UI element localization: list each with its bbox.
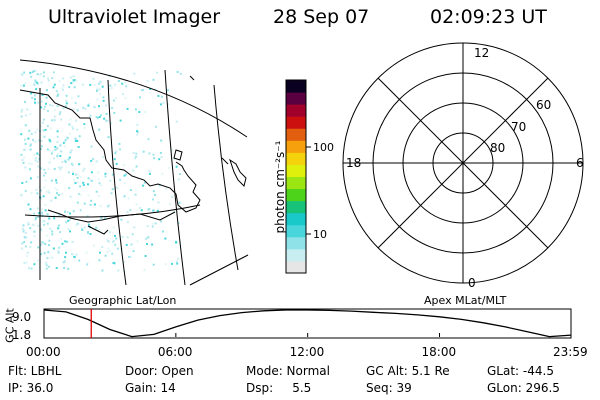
status-gain: Gain: 14 bbox=[125, 381, 176, 395]
colorbar-segment bbox=[286, 260, 306, 274]
polar-ring-50 bbox=[342, 42, 584, 284]
coastline bbox=[221, 157, 229, 165]
x-tick-label: 23:59 bbox=[553, 345, 588, 359]
time-label: 02:09:23 UT bbox=[430, 6, 547, 28]
y-tick-max: 9.0 bbox=[12, 310, 32, 324]
mlat-label-60: 60 bbox=[536, 98, 552, 112]
colorbar-segment bbox=[286, 164, 306, 177]
status-door: Door: Open bbox=[125, 364, 194, 378]
colorbar-segment bbox=[286, 248, 306, 262]
y-tick-min: 1.8 bbox=[12, 328, 32, 342]
longitude-line bbox=[107, 79, 127, 286]
uv-emission-speckles bbox=[20, 70, 182, 272]
coastline bbox=[173, 149, 183, 161]
instrument-title: Ultraviolet Imager bbox=[48, 6, 221, 28]
longitude-line bbox=[213, 84, 239, 271]
mlt-label-6: 6 bbox=[576, 156, 584, 170]
x-tick-label: 06:00 bbox=[157, 345, 193, 359]
colorbar-segment bbox=[286, 212, 306, 226]
polar-ring-70 bbox=[402, 102, 524, 224]
geographic-panel-label: Geographic Lat/Lon bbox=[69, 294, 177, 307]
coastline bbox=[19, 89, 201, 213]
coastline bbox=[47, 209, 176, 223]
x-tick-label: 12:00 bbox=[289, 345, 325, 359]
polar-ring-80 bbox=[432, 132, 494, 194]
status-seq: Seq: 39 bbox=[366, 381, 412, 395]
colorbar-segment bbox=[286, 236, 306, 250]
mlt-label-18: 18 bbox=[346, 156, 362, 170]
colorbar-segment bbox=[286, 116, 306, 129]
colorbar-segment bbox=[286, 128, 306, 141]
timeline-frame bbox=[43, 308, 572, 339]
status-gc-alt: GC Alt: 5.1 Re bbox=[366, 364, 450, 378]
colorbar-segment bbox=[286, 152, 306, 165]
status-glon: GLon: 296.5 bbox=[487, 381, 560, 395]
y-axis-label: GC Alt bbox=[3, 308, 17, 343]
colorbar-segment bbox=[286, 140, 306, 153]
altitude-series-line bbox=[43, 309, 572, 338]
status-glat: GLat: -44.5 bbox=[487, 364, 554, 378]
status-ip: IP: 36.0 bbox=[8, 381, 54, 395]
colorbar-tick-100: 100 bbox=[313, 141, 334, 154]
status-mode: Mode: Normal bbox=[246, 364, 330, 378]
colorbar-segment bbox=[286, 92, 306, 105]
colorbar-segment bbox=[286, 188, 306, 202]
x-tick-label: 00:00 bbox=[26, 345, 61, 359]
mlt-label-0: 0 bbox=[468, 276, 476, 290]
x-tick-label: 18:00 bbox=[421, 345, 457, 359]
longitude-line bbox=[164, 69, 186, 286]
longitude-line bbox=[189, 254, 249, 286]
apex-panel-label: Apex MLat/MLT bbox=[424, 294, 507, 307]
mlat-label-70: 70 bbox=[511, 120, 527, 134]
colorbar-segment bbox=[286, 200, 306, 214]
latitude-line bbox=[19, 59, 248, 138]
status-dsp: Dsp: 5.5 bbox=[246, 381, 312, 395]
colorbar-segment bbox=[286, 80, 306, 93]
coastline bbox=[87, 225, 109, 235]
mlat-label-80: 80 bbox=[490, 141, 506, 155]
colorbar-tick-10: 10 bbox=[313, 228, 327, 241]
polar-diagonal bbox=[377, 77, 549, 249]
coastline bbox=[229, 158, 247, 187]
mlt-label-12: 12 bbox=[474, 46, 490, 60]
colorbar-segment bbox=[286, 176, 306, 190]
colorbar-segment bbox=[286, 224, 306, 238]
coastline bbox=[189, 75, 195, 81]
colorbar-segment bbox=[286, 104, 306, 117]
status-flt: Flt: LBHL bbox=[8, 364, 62, 378]
latitude-line bbox=[24, 204, 201, 218]
date-label: 28 Sep 07 bbox=[273, 6, 370, 28]
colorbar-unit-label: photon cm⁻²s⁻¹ bbox=[273, 140, 287, 234]
polar-diagonal bbox=[377, 77, 549, 249]
polar-ring-60 bbox=[372, 72, 554, 254]
